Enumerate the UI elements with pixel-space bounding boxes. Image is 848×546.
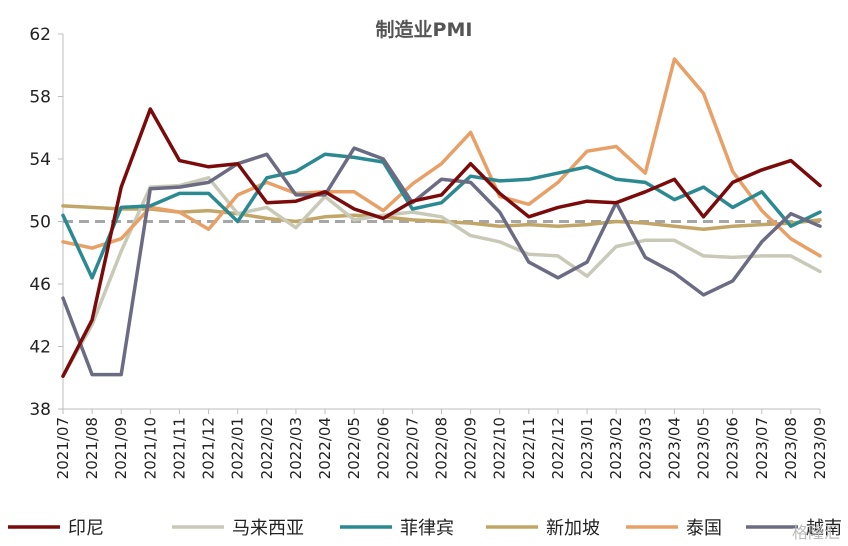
x-tick-label: 2021/09 — [112, 417, 130, 479]
legend-label: 新加坡 — [546, 518, 600, 539]
x-tick-label: 2022/09 — [462, 417, 480, 479]
legend-label: 马来西亚 — [232, 518, 304, 539]
y-tick-label: 50 — [29, 213, 51, 233]
legend-label: 越南 — [806, 518, 842, 539]
x-tick-label: 2022/04 — [316, 417, 334, 479]
x-tick-label: 2022/07 — [403, 417, 421, 479]
x-tick-label: 2022/02 — [258, 417, 276, 479]
x-tick-label: 2023/06 — [724, 417, 742, 479]
x-tick-label: 2021/12 — [200, 417, 218, 479]
y-tick-label: 62 — [29, 25, 51, 45]
legend-label: 印尼 — [68, 518, 104, 539]
x-tick-label: 2022/12 — [549, 417, 567, 479]
x-tick-label: 2021/10 — [141, 417, 159, 479]
x-tick-label: 2023/07 — [753, 417, 771, 479]
x-tick-label: 2022/05 — [345, 417, 363, 479]
y-tick-label: 46 — [29, 275, 51, 295]
watermark-text: 格隆汇 — [792, 523, 840, 542]
watermark: 格隆汇 — [792, 523, 840, 542]
legend-label: 泰国 — [686, 518, 722, 539]
y-tick-label: 38 — [29, 400, 51, 420]
x-tick-label: 2021/11 — [170, 417, 188, 479]
legend: 印尼 马来西亚 菲律宾 新加坡 泰国 越南 — [8, 518, 842, 539]
y-tick-label: 58 — [29, 88, 51, 108]
x-tick-label: 2023/09 — [811, 417, 829, 479]
x-tick-label: 2023/03 — [636, 417, 654, 479]
series-line — [61, 204, 822, 232]
y-tick-label: 42 — [29, 338, 51, 358]
x-tick-label: 2023/02 — [607, 417, 625, 479]
x-tick-label: 2022/11 — [520, 417, 538, 479]
y-axis: 38 42 46 50 54 58 62 — [29, 25, 64, 420]
x-tick-label: 2023/08 — [782, 417, 800, 479]
x-tick-label: 2022/01 — [229, 417, 247, 479]
x-axis: 2021/07 2021/08 2021/09 2021/10 2021/11 2021/… — [54, 408, 829, 479]
x-tick-label: 2023/04 — [665, 417, 683, 479]
x-tick-label: 2023/05 — [695, 417, 713, 479]
x-tick-label: 2021/07 — [54, 417, 72, 479]
x-tick-label: 2023/01 — [578, 417, 596, 479]
series-lines — [61, 57, 822, 378]
y-tick-label: 54 — [29, 150, 51, 170]
x-tick-label: 2021/08 — [83, 417, 101, 479]
legend-label: 菲律宾 — [400, 518, 454, 539]
x-tick-label: 2022/03 — [287, 417, 305, 479]
x-tick-label: 2022/08 — [433, 417, 451, 479]
series-line — [61, 107, 822, 378]
series-line — [61, 57, 822, 258]
x-tick-label: 2022/06 — [374, 417, 392, 479]
chart-title: 制造业PMI — [376, 18, 473, 41]
series-line — [61, 152, 822, 280]
x-tick-label: 2022/10 — [491, 417, 509, 479]
series-line — [61, 176, 822, 378]
series-line — [61, 146, 822, 377]
